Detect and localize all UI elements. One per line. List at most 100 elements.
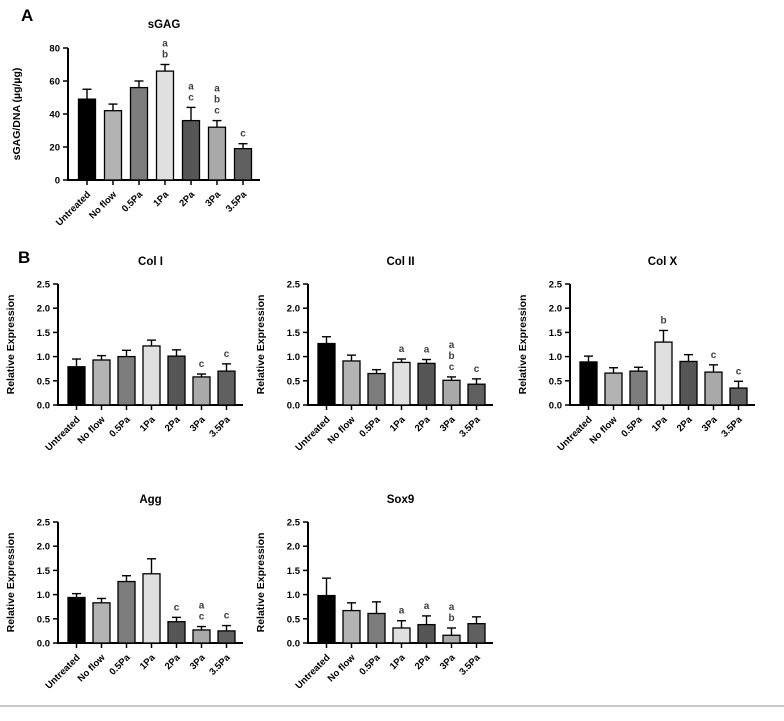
agg-bar-chart: Agg 0.0 0.5 1.0 1.5 2.0 2.5 Relative Expression…	[5, 494, 243, 691]
chart-col2-figure: Col II 0.0 0.5 1.0 1.5 2.0 2.5 Relative Express…	[250, 252, 500, 467]
svg-text:1.5: 1.5	[37, 328, 51, 339]
svg-text:3.5Pa: 3.5Pa	[719, 414, 745, 440]
svg-text:60: 60	[49, 77, 60, 88]
svg-text:0.5: 0.5	[287, 376, 301, 387]
svg-text:a: a	[214, 84, 220, 95]
svg-text:c: c	[711, 350, 717, 361]
svg-text:Col II: Col II	[386, 256, 414, 268]
svg-text:a: a	[188, 81, 194, 92]
svg-text:3.5Pa: 3.5Pa	[457, 414, 483, 440]
svg-text:3.5Pa: 3.5Pa	[224, 189, 250, 215]
svg-text:Col I: Col I	[138, 256, 163, 268]
svg-text:sGAG/DNA (µg/µg): sGAG/DNA (µg/µg)	[11, 68, 23, 161]
svg-text:0.5: 0.5	[549, 376, 563, 387]
svg-text:Untreated: Untreated	[43, 414, 82, 453]
svg-text:No flow: No flow	[588, 414, 620, 446]
svg-text:b: b	[448, 613, 454, 624]
svg-text:Relative Expression: Relative Expression	[255, 295, 267, 395]
svg-text:Relative Expression: Relative Expression	[255, 533, 267, 633]
svg-text:No flow: No flow	[326, 652, 358, 684]
svg-text:c: c	[474, 364, 480, 375]
svg-text:2Pa: 2Pa	[163, 652, 183, 672]
svg-text:3.5Pa: 3.5Pa	[457, 652, 483, 678]
panel-label-b: B	[18, 248, 31, 267]
svg-text:Untreated: Untreated	[54, 189, 93, 228]
svg-text:c: c	[224, 611, 230, 622]
chart-col1-figure: Col I 0.0 0.5 1.0 1.5 2.0 2.5 Relative Expressi…	[0, 252, 250, 467]
svg-text:0.5Pa: 0.5Pa	[619, 414, 645, 440]
svg-text:2.0: 2.0	[287, 304, 300, 315]
svg-text:2Pa: 2Pa	[163, 414, 183, 434]
svg-text:c: c	[224, 349, 230, 360]
colx-bar-chart: Col X 0.0 0.5 1.0 1.5 2.0 2.5 Relative Expressi…	[517, 256, 755, 453]
svg-text:1.5: 1.5	[37, 566, 51, 577]
chart-agg-figure: Agg 0.0 0.5 1.0 1.5 2.0 2.5 Relative Expression…	[0, 490, 250, 705]
svg-text:1.0: 1.0	[549, 352, 562, 363]
svg-text:0.0: 0.0	[37, 639, 50, 650]
svg-text:0.0: 0.0	[549, 401, 562, 412]
svg-text:Untreated: Untreated	[43, 652, 82, 691]
svg-text:a: a	[399, 606, 405, 617]
svg-text:3Pa: 3Pa	[188, 414, 208, 434]
svg-text:2.5: 2.5	[37, 280, 51, 291]
svg-text:a: a	[399, 344, 405, 355]
svg-text:c: c	[188, 92, 194, 103]
svg-text:1.0: 1.0	[287, 352, 300, 363]
panel-label-a: A	[21, 6, 34, 25]
col1-bar-chart: Col I 0.0 0.5 1.0 1.5 2.0 2.5 Relative Expressi…	[5, 256, 243, 453]
svg-text:3Pa: 3Pa	[438, 652, 458, 672]
svg-text:Untreated: Untreated	[555, 414, 594, 453]
svg-text:b: b	[162, 50, 168, 61]
svg-text:3Pa: 3Pa	[188, 652, 208, 672]
chart-colx-figure: Col X 0.0 0.5 1.0 1.5 2.0 2.5 Relative Expressi…	[512, 252, 762, 467]
svg-text:80: 80	[49, 44, 60, 55]
svg-text:a: a	[449, 340, 455, 351]
svg-text:Relative Expression: Relative Expression	[5, 295, 17, 395]
svg-text:3.5Pa: 3.5Pa	[207, 414, 233, 440]
svg-text:1.0: 1.0	[37, 590, 50, 601]
col2-bar-chart: Col II 0.0 0.5 1.0 1.5 2.0 2.5 Relative Express…	[255, 256, 493, 453]
svg-text:b: b	[214, 95, 220, 106]
svg-text:2.5: 2.5	[287, 518, 301, 529]
svg-text:Agg: Agg	[139, 494, 161, 506]
svg-text:0.0: 0.0	[287, 401, 300, 412]
svg-text:b: b	[660, 315, 666, 326]
svg-text:0.5: 0.5	[37, 376, 51, 387]
svg-text:1.5: 1.5	[549, 328, 563, 339]
svg-text:Untreated: Untreated	[293, 652, 332, 691]
svg-text:0.5Pa: 0.5Pa	[357, 414, 383, 440]
svg-text:a: a	[424, 345, 430, 356]
svg-text:0.5Pa: 0.5Pa	[107, 414, 133, 440]
svg-text:20: 20	[49, 143, 60, 154]
svg-text:3.5Pa: 3.5Pa	[207, 652, 233, 678]
svg-text:Col X: Col X	[648, 256, 678, 268]
svg-text:2.0: 2.0	[37, 542, 50, 553]
svg-text:c: c	[736, 366, 742, 377]
svg-text:1Pa: 1Pa	[138, 652, 158, 672]
svg-text:a: a	[424, 601, 430, 612]
svg-text:1Pa: 1Pa	[151, 189, 171, 209]
svg-text:c: c	[449, 362, 455, 373]
chart-sgag-figure: sGAG 0 20 40 60 80 sGAG/DNA (µg/µg) Untreated No…	[4, 12, 272, 242]
svg-text:b: b	[448, 351, 454, 362]
svg-text:No flow: No flow	[76, 652, 108, 684]
svg-text:40: 40	[49, 110, 60, 121]
svg-text:c: c	[199, 359, 205, 370]
svg-text:2.5: 2.5	[37, 518, 51, 529]
svg-text:1.0: 1.0	[287, 590, 300, 601]
svg-text:3Pa: 3Pa	[438, 414, 458, 434]
svg-text:1Pa: 1Pa	[388, 414, 408, 434]
svg-text:2.5: 2.5	[549, 280, 563, 291]
svg-text:0.5: 0.5	[37, 614, 51, 625]
svg-text:2.0: 2.0	[549, 304, 562, 315]
svg-text:Relative Expression: Relative Expression	[517, 295, 529, 395]
svg-text:0.0: 0.0	[37, 401, 50, 412]
svg-text:a: a	[162, 39, 168, 50]
svg-text:2Pa: 2Pa	[413, 652, 433, 672]
svg-text:0: 0	[55, 176, 60, 187]
svg-text:2.0: 2.0	[37, 304, 50, 315]
sgag-bar-chart: sGAG 0 20 40 60 80 sGAG/DNA (µg/µg) UntreatedNo…	[11, 19, 260, 228]
svg-text:1.0: 1.0	[37, 352, 50, 363]
svg-text:2Pa: 2Pa	[177, 189, 197, 209]
